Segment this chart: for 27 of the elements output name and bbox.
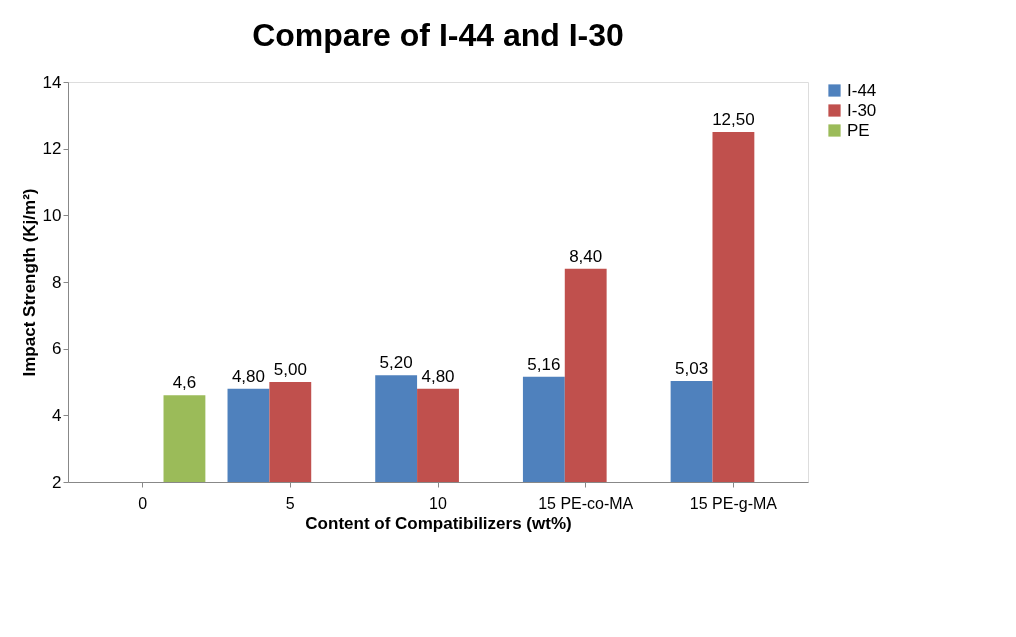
x-tick-label: 10 bbox=[429, 494, 447, 512]
data-label: 4,6 bbox=[172, 373, 197, 393]
y-tick-label: 8 bbox=[52, 272, 62, 292]
chart-title: Compare of I-44 and I-30 bbox=[252, 17, 624, 53]
x-tick-label: 0 bbox=[138, 494, 148, 512]
y-tick-label: 4 bbox=[52, 405, 62, 425]
legend-label: PE bbox=[847, 120, 870, 140]
y-tick-label: 2 bbox=[52, 472, 62, 492]
data-label: 5,16 bbox=[527, 354, 561, 374]
y-tick-label: 6 bbox=[52, 339, 62, 359]
x-axis-title: Content of Compatibilizers (wt%) bbox=[305, 513, 572, 533]
data-label: 5,20 bbox=[379, 353, 413, 373]
data-label: 8,40 bbox=[569, 246, 603, 266]
y-tick-label: 12 bbox=[42, 139, 62, 159]
x-tick-label: 15 PE-g-MA bbox=[689, 494, 778, 512]
data-label: 12,50 bbox=[712, 110, 755, 129]
data-label: 5,03 bbox=[675, 359, 709, 378]
data-label: 5,00 bbox=[273, 360, 307, 379]
data-label: 4,80 bbox=[231, 366, 265, 386]
legend-label: I-44 bbox=[847, 80, 877, 100]
legend-label: I-30 bbox=[847, 100, 877, 120]
x-tick-label: 15 PE-co-MA bbox=[538, 494, 634, 512]
x-tick-label: 5 bbox=[285, 494, 295, 512]
y-tick-label: 14 bbox=[42, 72, 62, 92]
y-tick-label: 10 bbox=[42, 205, 62, 225]
data-label: 4,80 bbox=[421, 366, 455, 386]
y-axis-title: Impact Strength (Kj/m²) bbox=[19, 188, 39, 377]
